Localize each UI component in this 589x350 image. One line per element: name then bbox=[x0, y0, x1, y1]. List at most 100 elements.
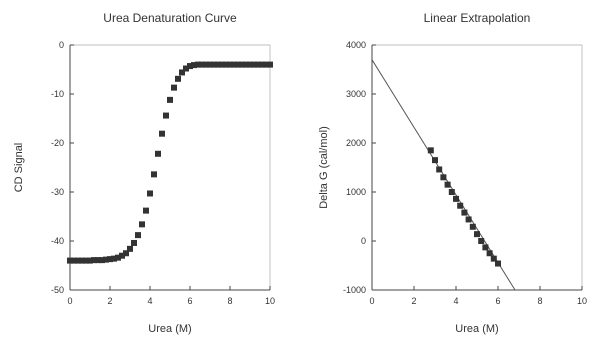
data-point bbox=[255, 61, 261, 68]
y-tick-label: 1000 bbox=[346, 187, 366, 197]
data-point bbox=[131, 239, 137, 246]
x-tick-label: 4 bbox=[147, 296, 152, 306]
data-point bbox=[83, 257, 89, 264]
chart-2: Linear Extrapolation 0 2 4 6 8 10 4000 3000 2000 1… bbox=[318, 11, 587, 335]
y-tick-label: 2000 bbox=[346, 138, 366, 148]
data-point bbox=[187, 63, 193, 70]
data-point bbox=[143, 207, 149, 214]
y-tick-label: -10 bbox=[51, 89, 64, 99]
data-point bbox=[227, 61, 233, 68]
data-point bbox=[207, 61, 213, 68]
data-point bbox=[103, 256, 109, 263]
y-tick-label: -50 bbox=[51, 285, 64, 295]
data-point bbox=[75, 257, 81, 264]
data-point bbox=[440, 174, 447, 181]
data-point bbox=[215, 61, 221, 68]
y-tick-label: 4000 bbox=[346, 40, 366, 50]
data-point bbox=[231, 61, 237, 68]
data-point bbox=[111, 255, 117, 262]
x-tick-label: 6 bbox=[187, 296, 192, 306]
data-point bbox=[444, 181, 451, 188]
data-point bbox=[159, 130, 165, 137]
data-point bbox=[127, 245, 133, 252]
data-point bbox=[67, 257, 73, 264]
y-tick-label: -1000 bbox=[343, 285, 366, 295]
x-tick-label: 8 bbox=[537, 296, 542, 306]
data-point bbox=[115, 254, 121, 261]
x-tick-label: 8 bbox=[227, 296, 232, 306]
data-point bbox=[199, 61, 205, 68]
data-point bbox=[171, 84, 177, 91]
data-point bbox=[263, 61, 269, 68]
x-tick-label: 10 bbox=[265, 296, 275, 306]
data-point bbox=[490, 255, 497, 262]
data-point bbox=[151, 171, 157, 178]
x-axis-label: Urea (M) bbox=[148, 323, 191, 335]
data-point bbox=[95, 257, 101, 264]
data-point bbox=[99, 257, 105, 264]
data-point bbox=[251, 61, 257, 68]
data-point bbox=[71, 257, 77, 264]
data-point bbox=[478, 238, 485, 244]
data-point bbox=[163, 112, 169, 119]
data-point bbox=[235, 61, 241, 68]
data-point bbox=[191, 62, 197, 69]
x-tick-label: 0 bbox=[369, 296, 374, 306]
data-point bbox=[147, 190, 153, 197]
x-tick-label: 2 bbox=[411, 296, 416, 306]
x-tick-label: 10 bbox=[577, 296, 587, 306]
data-point bbox=[195, 61, 201, 68]
y-tick-label: -20 bbox=[51, 138, 64, 148]
data-point bbox=[465, 216, 472, 223]
data-point bbox=[175, 75, 181, 82]
data-point bbox=[432, 157, 438, 164]
data-point bbox=[183, 65, 189, 72]
data-point bbox=[453, 195, 459, 202]
data-point bbox=[91, 257, 97, 264]
data-point bbox=[461, 209, 468, 216]
data-point bbox=[119, 252, 125, 259]
data-point bbox=[219, 61, 225, 68]
x-axis-label: Urea (M) bbox=[455, 323, 498, 335]
chart-title: Linear Extrapolation bbox=[424, 11, 531, 25]
data-point bbox=[203, 61, 209, 68]
data-point bbox=[135, 232, 141, 239]
y-tick-label: 0 bbox=[59, 40, 64, 50]
y-tick-label: 3000 bbox=[346, 89, 366, 99]
data-point bbox=[482, 244, 489, 251]
data-point bbox=[179, 69, 185, 76]
data-point bbox=[79, 257, 85, 264]
data-point bbox=[486, 250, 493, 257]
data-point bbox=[211, 61, 217, 68]
x-tick-label: 6 bbox=[495, 296, 500, 306]
data-point bbox=[436, 166, 443, 173]
y-axis-label: Delta G (cal/mol) bbox=[318, 126, 330, 209]
x-tick-label: 4 bbox=[453, 296, 458, 306]
data-point bbox=[259, 61, 265, 68]
chart-1: Urea Denaturation Curve 0 2 4 6 8 10 0 -10 -20 -30… bbox=[13, 11, 275, 335]
x-tick-label: 2 bbox=[107, 296, 112, 306]
data-point bbox=[474, 231, 480, 238]
data-point bbox=[107, 256, 113, 263]
data-point bbox=[87, 257, 93, 264]
data-point bbox=[243, 61, 249, 68]
data-point bbox=[247, 61, 253, 68]
y-tick-label: -30 bbox=[51, 187, 64, 197]
data-point bbox=[448, 189, 455, 195]
data-point bbox=[155, 150, 161, 157]
data-point bbox=[495, 260, 501, 267]
y-tick-label: 0 bbox=[361, 236, 366, 246]
data-point bbox=[457, 202, 464, 209]
data-point bbox=[267, 61, 273, 68]
chart-title: Urea Denaturation Curve bbox=[103, 11, 237, 25]
data-point bbox=[469, 223, 476, 230]
data-point bbox=[239, 61, 245, 68]
y-tick-label: -40 bbox=[51, 236, 64, 246]
y-axis-label: CD Signal bbox=[13, 143, 25, 193]
x-tick-label: 0 bbox=[67, 296, 72, 306]
data-point bbox=[427, 147, 434, 154]
data-point bbox=[139, 221, 145, 228]
data-point bbox=[167, 96, 173, 103]
